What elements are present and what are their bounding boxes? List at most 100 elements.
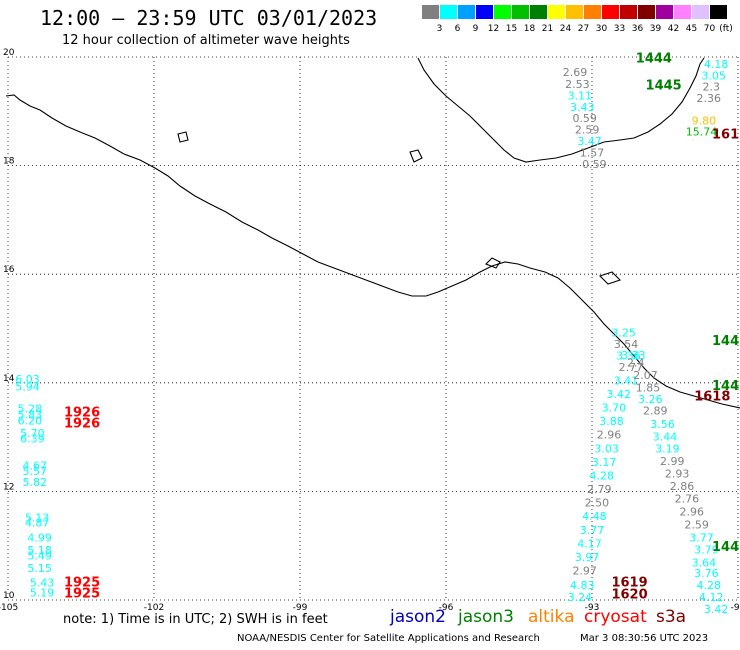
- wave-height-value: 2.4: [627, 357, 645, 370]
- satellite-altika: altika: [528, 607, 575, 627]
- pass-time-label: 1619: [611, 575, 647, 590]
- wave-height-value: 2.96: [597, 429, 622, 442]
- wave-height-value: 3.36: [616, 349, 641, 362]
- pass-time-label: 1617: [712, 127, 740, 142]
- wave-height-value: 5.70: [20, 427, 45, 440]
- wave-height-value: 5.15: [27, 562, 52, 575]
- legend-swatch: [692, 5, 709, 19]
- pass-time-label: 1620: [611, 587, 647, 602]
- lon-tick-label: -96: [439, 603, 454, 613]
- island-a: [409, 149, 423, 163]
- legend-label: 12: [487, 24, 500, 34]
- wave-height-value: 2.96: [680, 505, 705, 518]
- wave-height-value: 5.28: [18, 403, 43, 416]
- pass-time-label: 1926: [64, 405, 100, 420]
- wave-height-value: 3.24: [568, 591, 593, 604]
- wave-height-value: 2.07: [633, 369, 658, 382]
- lon-tick-label: -93: [585, 603, 600, 613]
- legend-label: 39: [649, 24, 662, 34]
- wave-height-value: 3.47: [577, 135, 602, 148]
- wave-height-value: 2.36: [697, 92, 722, 105]
- lat-tick-label: 16: [3, 265, 15, 275]
- pass-time-label: 1447: [712, 379, 740, 394]
- wave-height-value: 3.33: [621, 349, 646, 362]
- legend-swatch: [620, 5, 637, 19]
- wave-height-value: 3.41: [614, 374, 639, 387]
- wave-height-value: 3.17: [592, 456, 617, 469]
- lat-tick-label: 10: [3, 591, 15, 601]
- lon-tick-label: -102: [144, 603, 164, 613]
- footer-credit: NOAA/NESDIS Center for Satellite Applica…: [237, 633, 540, 644]
- wave-height-value: 3.25: [611, 327, 636, 340]
- lat-tick-label: 14: [3, 374, 15, 384]
- wave-height-value: 2.97: [572, 564, 597, 577]
- wave-height-value: 4.17: [577, 537, 602, 550]
- legend-label: 24: [559, 24, 572, 34]
- legend-swatch: [566, 5, 583, 19]
- satellite-cryosat: cryosat: [584, 607, 647, 627]
- legend-swatch: [602, 5, 619, 19]
- legend-label: 3: [436, 24, 443, 34]
- wave-height-value: 3.70: [602, 402, 627, 415]
- wave-height-value: 3.44: [653, 430, 678, 443]
- wave-height-value: 3.77: [580, 524, 605, 537]
- wave-height-value: 4.48: [582, 510, 607, 523]
- wave-height-value: 2.59: [575, 124, 600, 137]
- wave-height-value: 0.59: [582, 158, 607, 171]
- wave-height-value: 3.76: [694, 567, 719, 580]
- wave-height-value: 3.05: [701, 69, 726, 82]
- wave-height-value: 5.18: [27, 544, 52, 557]
- legend-label: 9: [472, 24, 479, 34]
- wave-height-value: 4.87: [25, 517, 50, 530]
- wave-height-value: 4.28: [697, 579, 722, 592]
- coast-detail-b: [598, 271, 622, 285]
- wave-height-value: 2.69: [563, 66, 588, 79]
- coast-detail-a: [485, 257, 501, 269]
- track-west-lower: 5.134.874.995.185.495.155.435.19: [25, 511, 54, 599]
- island-b: [177, 131, 189, 143]
- map-gridlines: [7, 56, 739, 601]
- pass-time-label: 144: [712, 540, 739, 555]
- wave-height-value: 2.93: [665, 467, 690, 480]
- wave-height-value: 5.94: [15, 380, 40, 393]
- legend-swatch: [494, 5, 511, 19]
- pass-time-label: 1618: [694, 390, 730, 405]
- wave-height-value: 5.43: [30, 576, 55, 589]
- wave-height-value: 15.74: [686, 126, 718, 139]
- legend-label: 70: [703, 24, 716, 34]
- track-jason3-south-east: 3.332.42.071.853.262.893.563.443.192.992…: [621, 349, 728, 616]
- legend-unit: (ft): [719, 24, 733, 34]
- wave-height-value: 3.97: [575, 551, 600, 564]
- legend-swatch: [674, 5, 691, 19]
- lon-tick-label: -99: [293, 603, 308, 613]
- wave-height-value: 4.12: [699, 591, 724, 604]
- wave-height-value: 6.20: [18, 415, 43, 428]
- wave-height-value: 5.82: [23, 476, 48, 489]
- wave-height-value: 2.50: [585, 497, 610, 510]
- wave-height-value: 3.88: [599, 415, 624, 428]
- wave-height-value: 3.56: [650, 418, 675, 431]
- wave-height-value: 2.59: [684, 518, 709, 531]
- lon-tick-label: -105: [0, 603, 18, 613]
- lat-tick-label: 18: [3, 157, 15, 167]
- lat-tick-label: 12: [3, 482, 14, 492]
- satellite-jason3: jason3: [458, 607, 514, 627]
- wave-height-value: 5.19: [30, 587, 55, 600]
- wave-height-value: 3.79: [694, 543, 719, 556]
- legend-label: 27: [577, 24, 590, 34]
- pass-time-label: 1445: [712, 334, 740, 349]
- legend-label: 36: [631, 24, 644, 34]
- wave-height-value: 2.3: [702, 81, 720, 94]
- wave-height-value: 5.13: [25, 511, 50, 524]
- track-west-upper: 6.035.94 5.285.836.205.706.39 4.675.575.82: [15, 373, 47, 489]
- wave-height-value: 3.03: [594, 442, 619, 455]
- wave-height-value: 3.64: [692, 556, 717, 569]
- track-jason3-south-west: 3.253.543.362.773.413.423.703.882.963.03…: [568, 327, 644, 604]
- wave-height-value: 2.77: [619, 361, 644, 374]
- legend-swatch: [440, 5, 457, 19]
- wave-height-value: 3.26: [638, 393, 663, 406]
- wave-height-value: 5.49: [27, 549, 52, 562]
- legend-swatch: [476, 5, 493, 19]
